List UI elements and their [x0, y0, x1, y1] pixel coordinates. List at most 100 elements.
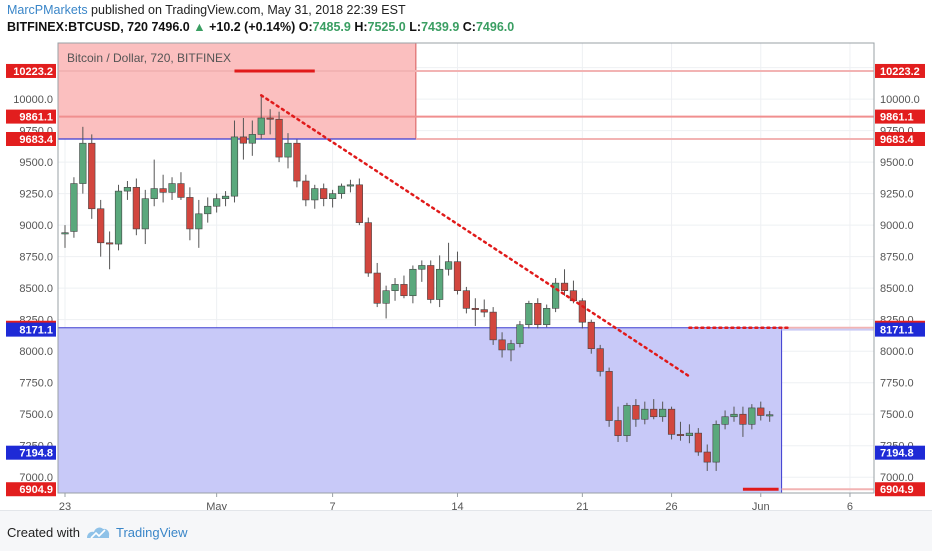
candle-down — [489, 311, 497, 341]
y-tick-label-right: 9250.0 — [880, 189, 914, 201]
candle-up — [766, 414, 774, 417]
y-tick-label-left: 8750.0 — [19, 252, 53, 264]
y-tick-label-right: 10000.0 — [880, 94, 920, 106]
y-tick-label-left: 10000.0 — [13, 94, 53, 106]
candle-up — [712, 424, 720, 463]
candle-down — [88, 142, 96, 210]
price-label-left-box — [6, 132, 56, 146]
candle-up — [70, 183, 78, 232]
created-with-text: Created with — [7, 525, 80, 540]
y-tick-label-left: 9500.0 — [19, 157, 53, 169]
candle-up — [123, 187, 132, 192]
candle-down — [97, 208, 105, 244]
tradingview-logo-icon[interactable] — [85, 524, 111, 545]
change-arrow-icon: ▲ — [193, 20, 206, 34]
price-label-right: 9683.4 — [880, 134, 915, 146]
candle-up — [141, 198, 149, 230]
x-tick-label: Jun — [752, 501, 770, 510]
candle-up — [436, 268, 444, 300]
y-tick-label-left: 7500.0 — [19, 409, 53, 421]
high-value: 7525.0 — [367, 20, 406, 34]
published-text: published on TradingView.com, May 31, 20… — [87, 3, 406, 17]
open-label: O: — [298, 20, 313, 34]
y-tick-label-right: 8000.0 — [880, 346, 914, 358]
price-label-left: 8171.1 — [19, 325, 53, 337]
author-link[interactable]: MarcPMarkets — [7, 3, 88, 17]
y-tick-label-left: 9250.0 — [19, 189, 53, 201]
tradingview-brand-link[interactable]: TradingView — [116, 525, 188, 540]
candle-down — [676, 434, 685, 436]
candle-down — [159, 188, 167, 193]
candle-up — [409, 268, 417, 297]
candle-up — [543, 308, 551, 326]
price-label-right: 9861.1 — [880, 112, 914, 124]
price-label-right-box — [875, 109, 925, 124]
price-label-left-box — [6, 482, 56, 497]
last-price: 7496.0 — [151, 20, 190, 34]
candle-up — [623, 405, 631, 436]
candle-up — [213, 198, 221, 207]
price-chart[interactable]: Bitcoin / Dollar, 720, BITFINEX 7000.0 700… — [0, 0, 932, 510]
y-tick-label-left: 8500.0 — [19, 283, 53, 295]
price-label-left: 7194.8 — [19, 448, 53, 460]
candle-up — [551, 282, 560, 309]
candle-down — [614, 420, 622, 436]
candle-down — [186, 197, 194, 230]
x-tick-label: 23 — [59, 501, 71, 510]
candle-down — [694, 432, 702, 453]
publish-info: MarcPMarkets published on TradingView.co… — [7, 3, 406, 17]
open-value: 7485.9 — [312, 20, 351, 34]
y-tick-label-right: 7000.0 — [880, 472, 914, 484]
price-label-left-box — [6, 445, 56, 460]
price-label-left: 10223.2 — [13, 66, 53, 78]
x-tick-label: 26 — [665, 501, 677, 510]
candle-down — [302, 180, 310, 201]
candle-up — [61, 232, 69, 235]
price-label-left: 6904.9 — [19, 484, 53, 496]
x-tick-label: May — [206, 501, 227, 510]
close-value: 7496.0 — [475, 20, 515, 34]
candle-down — [498, 339, 506, 351]
y-tick-label-right: 9500.0 — [880, 157, 914, 169]
close-label: C: — [462, 20, 476, 34]
low-label: L: — [409, 20, 422, 34]
candle-up — [418, 265, 426, 270]
candle-up — [150, 188, 158, 199]
candle-up — [748, 407, 756, 425]
y-tick-label-right: 8750.0 — [880, 252, 914, 264]
candle-down — [739, 413, 747, 425]
candle-up — [685, 432, 693, 436]
candle-up — [114, 190, 123, 245]
price-label-right: 8171.1 — [880, 325, 914, 337]
y-tick-label-right: 9000.0 — [880, 220, 914, 232]
y-tick-label-right: 8500.0 — [880, 283, 914, 295]
candle-down — [578, 300, 586, 323]
candle-up — [516, 324, 524, 344]
candle-down — [462, 290, 471, 309]
candle-down — [364, 222, 372, 274]
y-tick-label-right: 7500.0 — [880, 409, 914, 421]
candle-up — [221, 195, 230, 199]
candle-up — [79, 142, 87, 184]
y-tick-label-right: 7750.0 — [880, 378, 914, 390]
candle-up — [284, 142, 292, 158]
resistance-zone — [57, 42, 417, 140]
candle-up — [195, 213, 203, 230]
candle-up — [444, 261, 453, 270]
x-tick-label: 6 — [847, 501, 853, 510]
candle-down — [132, 187, 140, 230]
price-label-right-box — [875, 132, 925, 146]
y-tick-label-left: 7000.0 — [19, 472, 53, 484]
candle-down — [587, 321, 595, 349]
candle-up — [346, 184, 355, 187]
descending-trendline — [259, 94, 691, 378]
chart-title: Bitcoin / Dollar, 720, BITFINEX — [67, 51, 231, 65]
price-label-right-box — [875, 322, 925, 337]
symbol-info: BITFINEX:BTCUSD, 720 7496.0 ▲ +10.2 (+0.… — [7, 20, 514, 34]
candle-down — [400, 284, 408, 297]
change-value: +10.2 (+0.14%) — [209, 20, 296, 34]
price-label-right-box — [875, 63, 925, 78]
candle-down — [534, 302, 542, 326]
candle-down — [605, 371, 613, 421]
price-label-left: 9861.1 — [19, 112, 53, 124]
